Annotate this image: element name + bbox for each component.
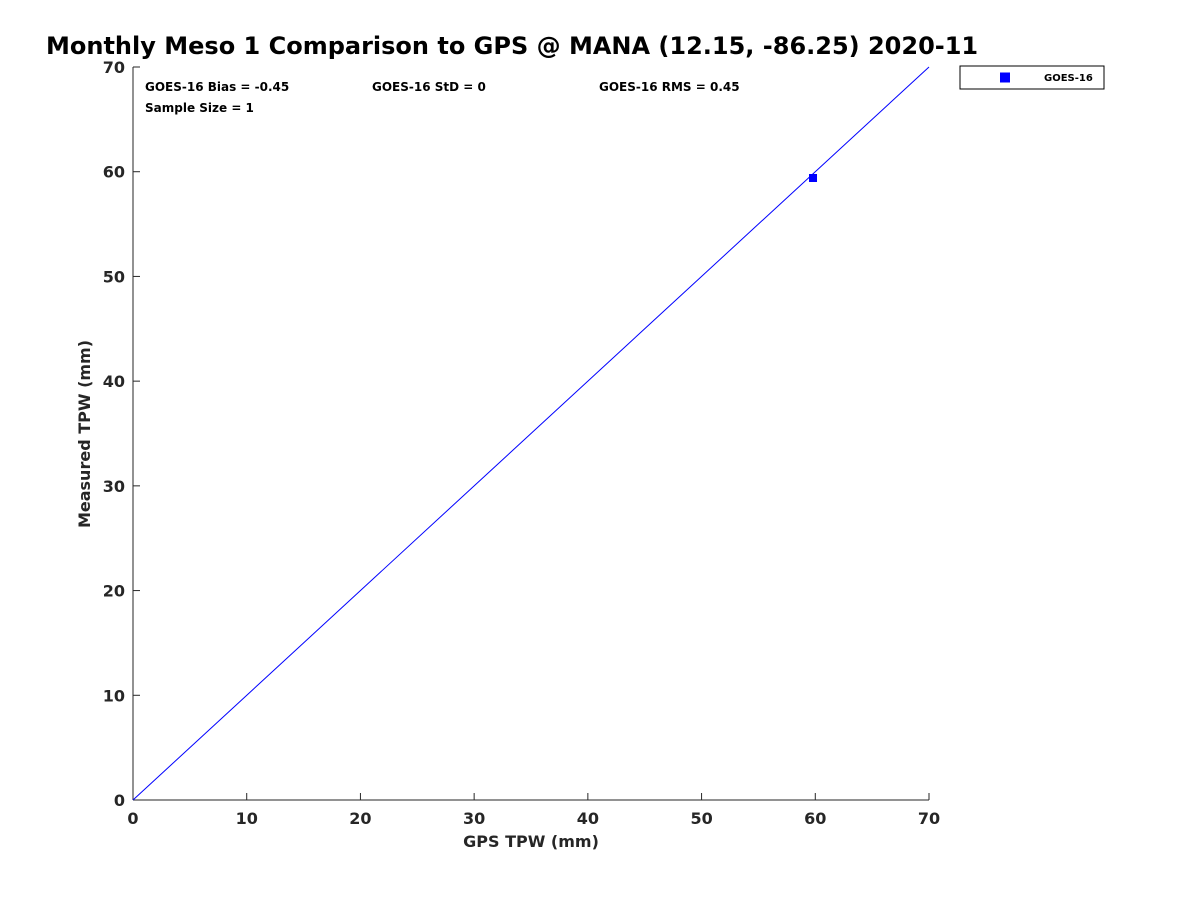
stat-rms: GOES-16 RMS = 0.45: [599, 80, 740, 94]
chart-title: Monthly Meso 1 Comparison to GPS @ MANA …: [46, 32, 978, 60]
x-tick-label: 20: [349, 809, 371, 828]
stat-std: GOES-16 StD = 0: [372, 80, 486, 94]
data-point: [809, 173, 818, 182]
x-tick-label: 30: [463, 809, 485, 828]
x-tick-label: 10: [236, 809, 258, 828]
y-tick-label: 70: [103, 58, 125, 77]
data-points: [809, 173, 818, 182]
y-tick-label: 0: [114, 791, 125, 810]
y-tick-label: 30: [103, 477, 125, 496]
x-tick-label: 70: [918, 809, 940, 828]
legend: GOES-16: [959, 65, 1105, 90]
y-tick-label: 60: [103, 163, 125, 182]
stat-sample-size: Sample Size = 1: [145, 101, 254, 115]
legend-box: [959, 65, 1105, 90]
x-tick-label: 60: [804, 809, 826, 828]
y-tick-label: 20: [103, 582, 125, 601]
stat-bias: GOES-16 Bias = -0.45: [145, 80, 289, 94]
legend-marker-goes-16: [1000, 72, 1010, 83]
plot-area: [132, 67, 929, 801]
x-axis-label: GPS TPW (mm): [463, 832, 599, 851]
reference-line-group: [132, 66, 930, 801]
legend-label-goes-16: GOES-16: [1044, 73, 1093, 84]
y-axis-label: Measured TPW (mm): [75, 340, 94, 528]
x-tick-label: 0: [127, 809, 138, 828]
one-to-one-line: [132, 66, 930, 801]
x-tick-label: 40: [577, 809, 599, 828]
x-tick-label: 50: [690, 809, 712, 828]
axis-ticks: 0 10 20 30 40 50 60 70 0 10 20 30 40 50 60 70: [103, 58, 940, 828]
y-tick-label: 10: [103, 686, 125, 705]
y-tick-label: 40: [103, 372, 125, 391]
y-tick-label: 50: [103, 267, 125, 286]
